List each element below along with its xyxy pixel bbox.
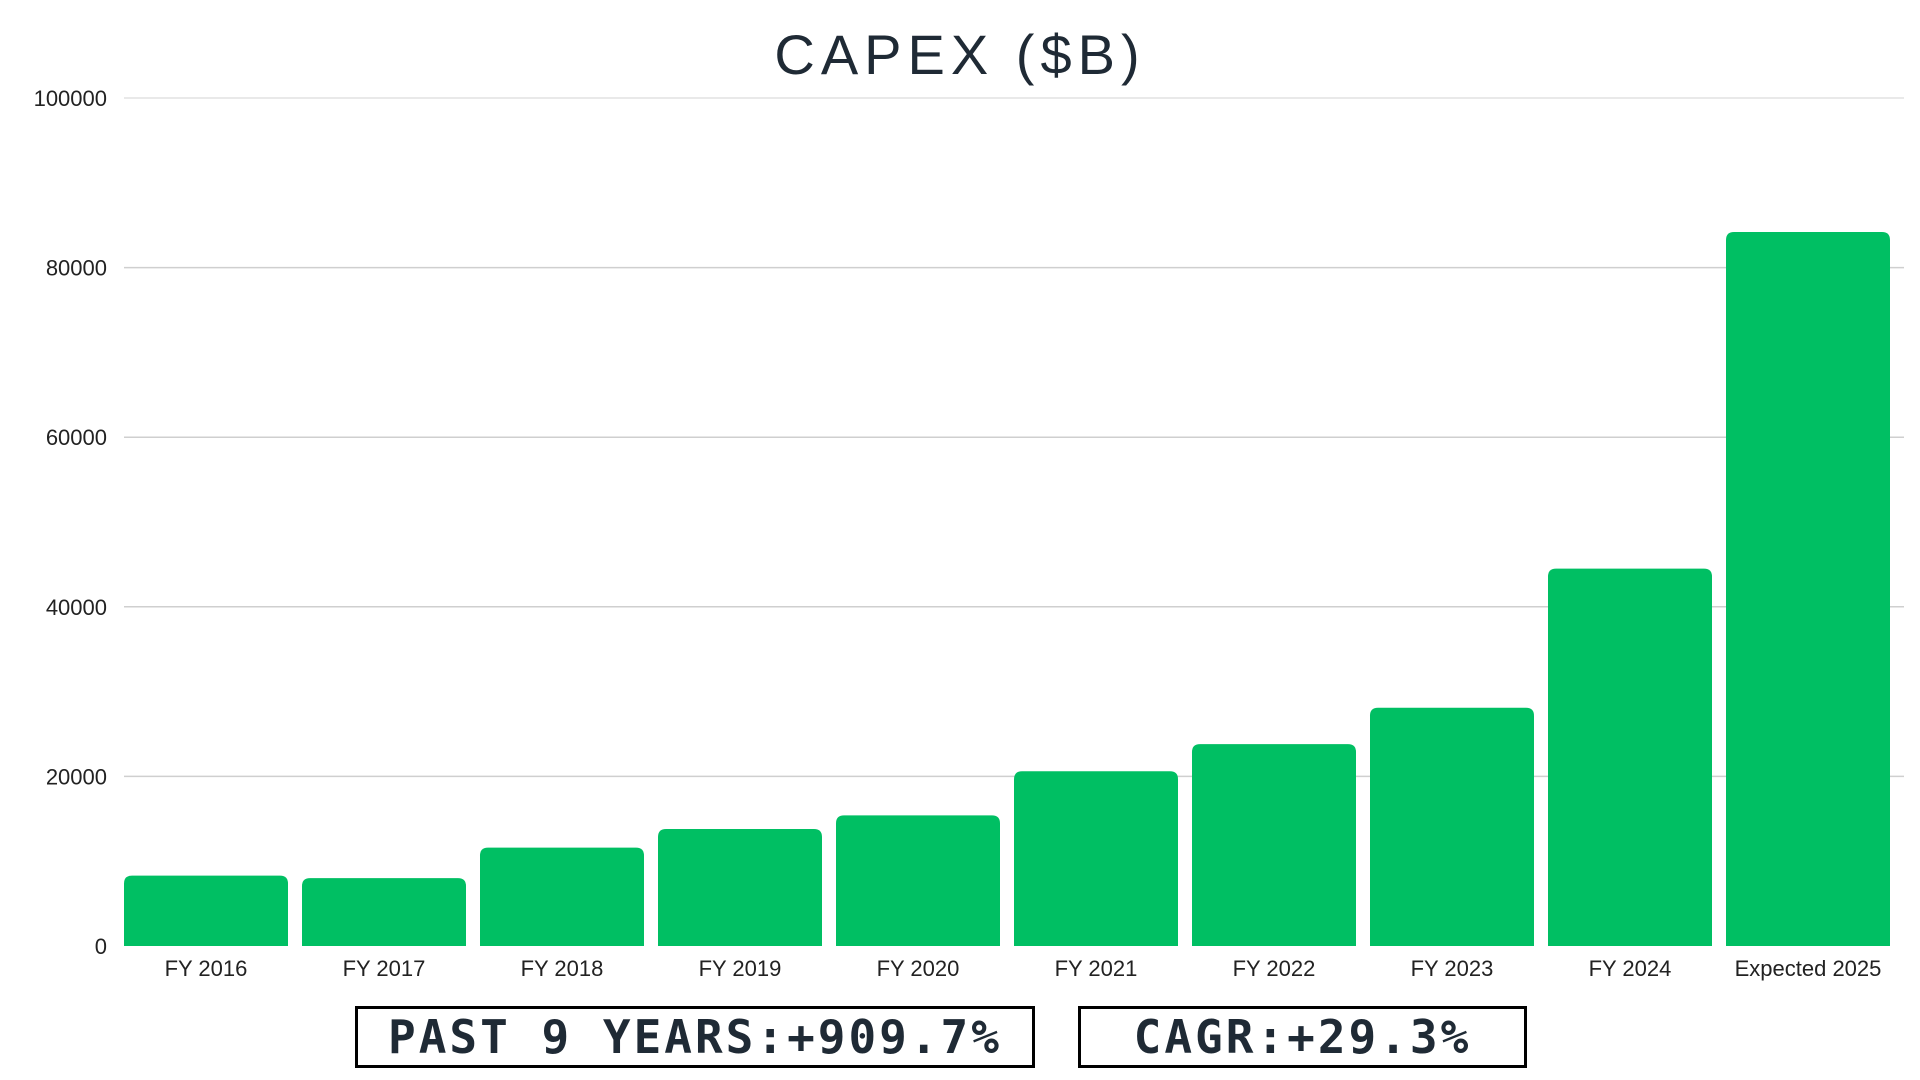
past-years-growth-box: PAST 9 YEARS:+909.7% — [355, 1006, 1035, 1068]
x-tick-label: FY 2022 — [1233, 956, 1316, 981]
x-tick-label: FY 2023 — [1411, 956, 1494, 981]
bar-fy-2022 — [1192, 744, 1356, 946]
cagr-box: CAGR:+29.3% — [1078, 1006, 1527, 1068]
x-tick-label: FY 2018 — [521, 956, 604, 981]
x-tick-label: Expected 2025 — [1735, 956, 1882, 981]
bar-expected-2025 — [1726, 231, 1890, 946]
bar-fy-2024 — [1548, 568, 1712, 946]
chart-title: CAPEX ($B) — [774, 23, 1146, 86]
y-tick-label: 20000 — [46, 764, 107, 789]
bar-fy-2023 — [1370, 707, 1534, 946]
x-tick-label: FY 2019 — [699, 956, 782, 981]
bar-fy-2020 — [836, 815, 1000, 946]
bar-fy-2021 — [1014, 771, 1178, 946]
bars — [124, 231, 1890, 946]
x-tick-label: FY 2024 — [1589, 956, 1672, 981]
bar-fy-2019 — [658, 828, 822, 946]
y-tick-label: 0 — [95, 934, 107, 959]
y-tick-label: 100000 — [34, 86, 107, 111]
y-tick-label: 40000 — [46, 595, 107, 620]
bar-fy-2016 — [124, 875, 288, 946]
x-tick-label: FY 2021 — [1055, 956, 1138, 981]
y-tick-label: 80000 — [46, 256, 107, 281]
y-axis-ticks: 0 20000 40000 60000 80000 100000 — [34, 86, 107, 959]
bar-fy-2018 — [480, 847, 644, 946]
y-tick-label: 60000 — [46, 425, 107, 450]
x-tick-label: FY 2016 — [165, 956, 248, 981]
x-tick-label: FY 2017 — [343, 956, 426, 981]
bar-fy-2017 — [302, 878, 466, 946]
x-axis-ticks: FY 2016 FY 2017 FY 2018 FY 2019 FY 2020 FY 20… — [165, 956, 1882, 981]
x-tick-label: FY 2020 — [877, 956, 960, 981]
